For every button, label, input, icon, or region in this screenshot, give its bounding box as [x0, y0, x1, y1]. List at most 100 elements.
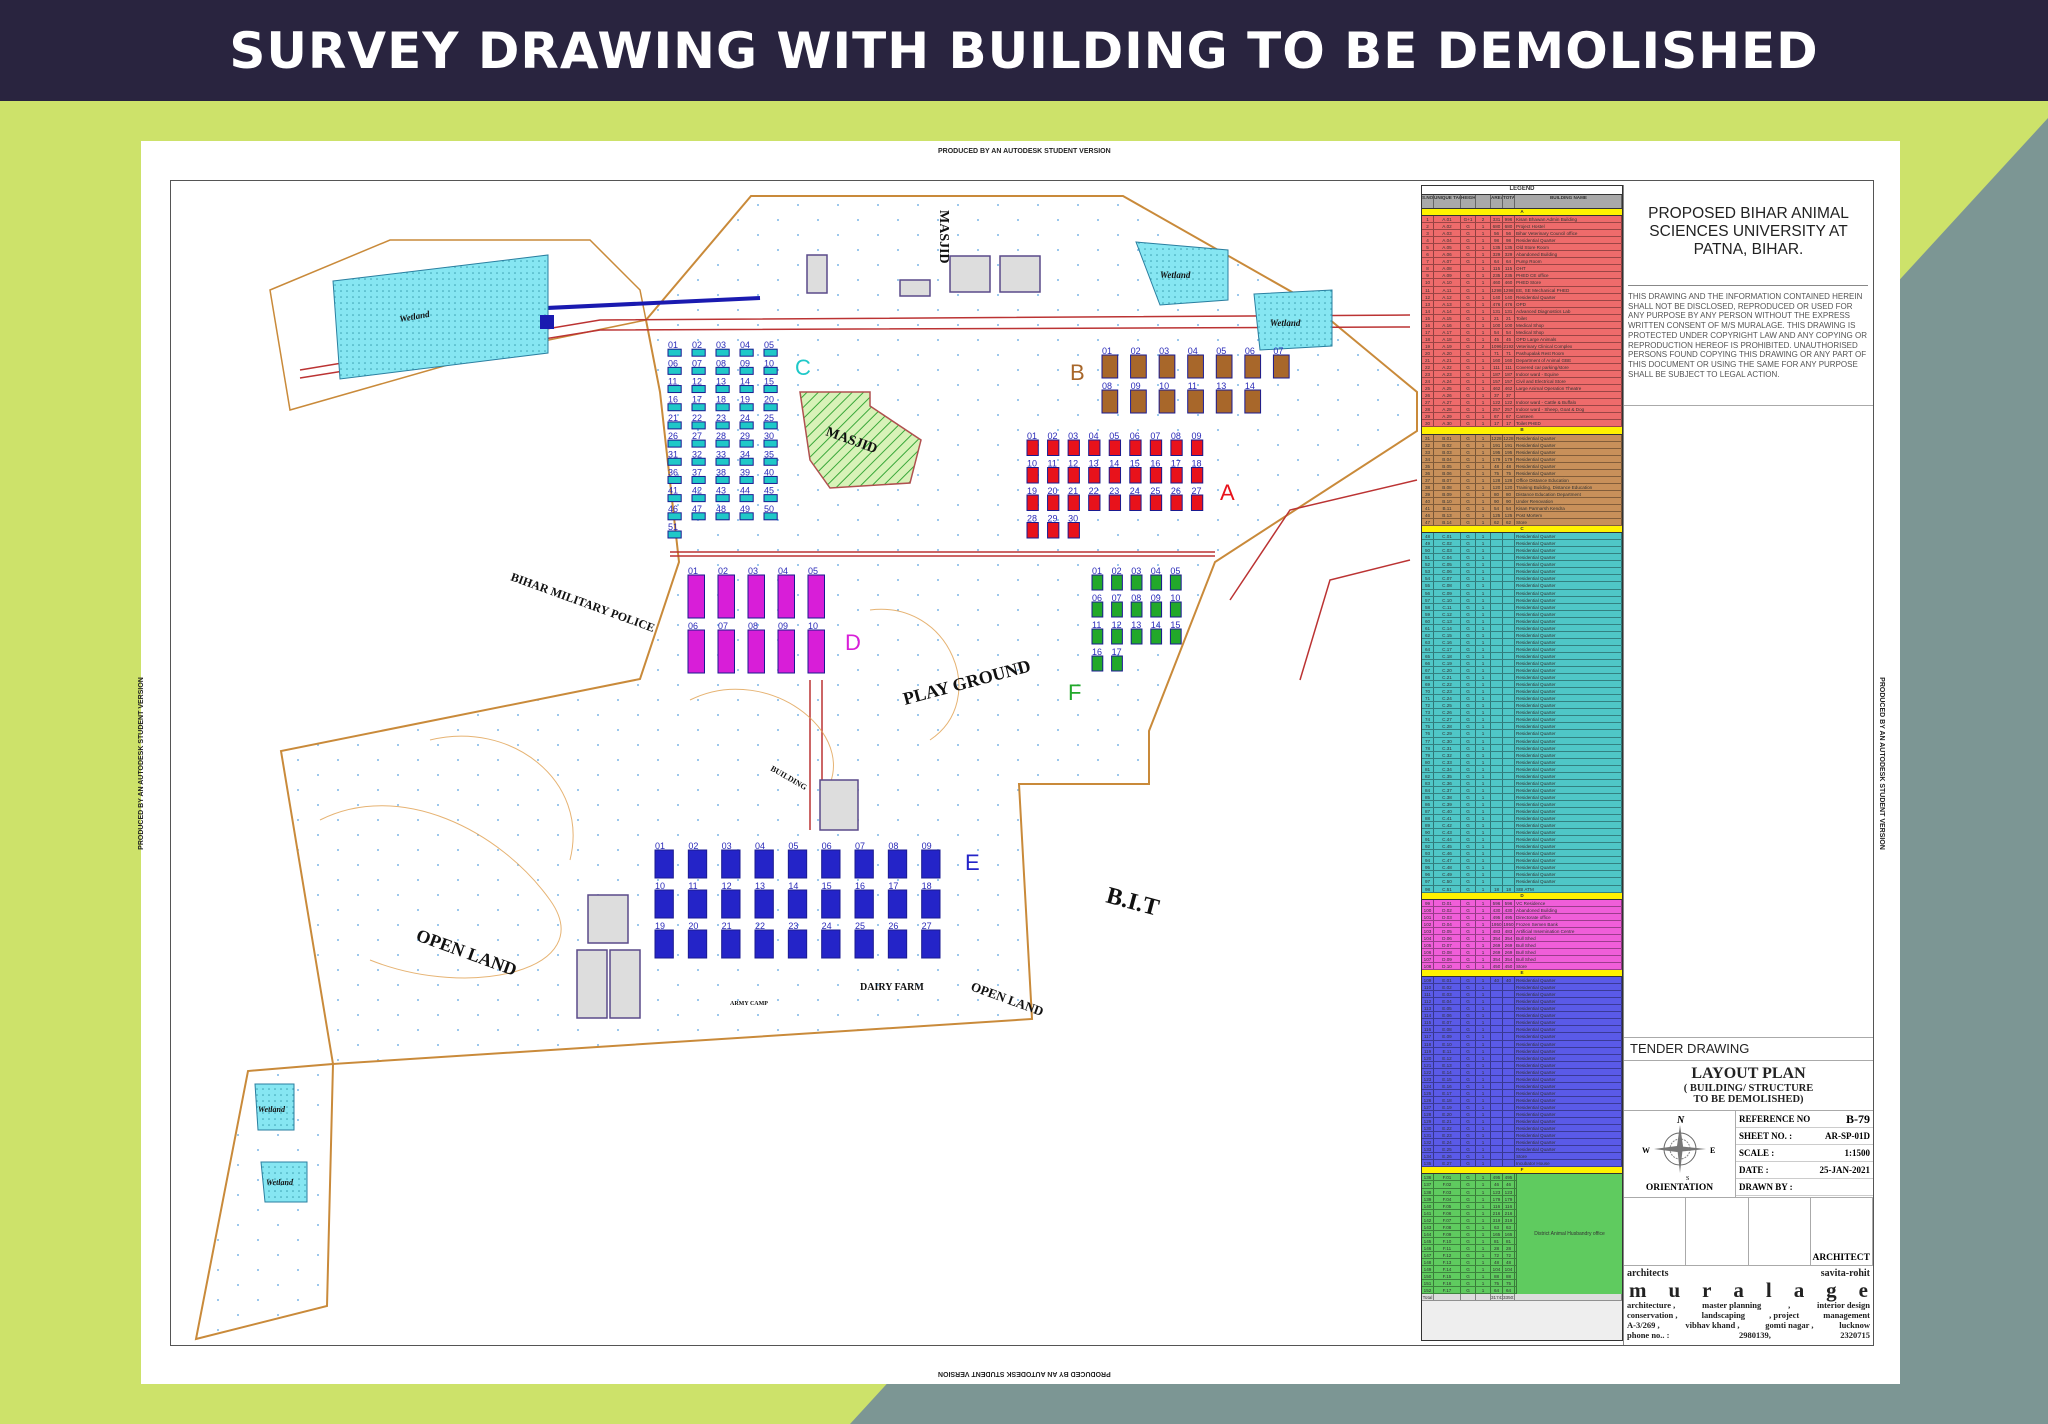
legend-cell: G [1461, 1230, 1476, 1237]
legend-row: 49 C.02 G 1 Residential Quarter [1422, 540, 1622, 548]
legend-cell: D.06 [1434, 934, 1461, 941]
legend-cell: 140 [1503, 293, 1515, 300]
legend-cell [1503, 561, 1515, 568]
legend-cell: C.30 [1434, 737, 1461, 744]
legend-section-header: A [1422, 209, 1622, 217]
legend-cell: 67 [1422, 667, 1434, 674]
legend-cell: Residential Quarter [1515, 617, 1622, 624]
building-number: 02 [688, 841, 698, 851]
legend-cell: 126 [1422, 1096, 1434, 1103]
building-to-demolish [667, 403, 682, 412]
legend-cell: C.11 [1434, 603, 1461, 610]
building-to-demolish [1149, 439, 1163, 456]
legend-cell: Residential Quarter [1515, 561, 1622, 568]
building-number: 09 [778, 621, 788, 631]
legend-cell: G [1461, 850, 1476, 857]
legend-cell: G [1461, 342, 1476, 349]
building-to-demolish [1101, 354, 1119, 379]
legend-row: 115 E.07 G 1 Residential Quarter [1422, 1019, 1622, 1027]
legend-row: 133 E.25 G 1 Residential Quarter [1422, 1146, 1622, 1154]
legend-cell: 1 [1476, 1019, 1491, 1026]
legend-cell: 113 [1422, 1005, 1434, 1012]
building-to-demolish [1111, 655, 1123, 672]
legend-row: 71 C.24 G 1 Residential Quarter [1422, 695, 1622, 703]
legend-row: 104 D.06 G 1 354 354 Bull Shed [1422, 934, 1622, 942]
firm-text: 2980139, [1738, 1330, 1771, 1340]
building-number: 13 [1089, 459, 1099, 469]
legend-cell: Residential Quarter [1515, 681, 1622, 688]
legend-cell: Post Mortem [1515, 512, 1622, 519]
legend-cell [1503, 568, 1515, 575]
building-number: 08 [748, 621, 758, 631]
legend-cell: 54 [1422, 575, 1434, 582]
legend-cell: 495 [1503, 1174, 1515, 1181]
legend-row: 126 E.18 G 1 Residential Quarter [1422, 1096, 1622, 1104]
legend-cell [1491, 815, 1503, 822]
building-to-demolish [1190, 439, 1204, 456]
legend-cell: G [1461, 335, 1476, 342]
building-to-demolish [787, 889, 808, 919]
legend-cell: VC Residence [1515, 899, 1622, 906]
legend-cell [1503, 829, 1515, 836]
legend-cell [1491, 1026, 1503, 1033]
legend-cell [1491, 638, 1503, 645]
legend-cell: D.08 [1434, 948, 1461, 955]
legend-cell: Residential Quarter [1515, 800, 1622, 807]
legend-row: 16 A.16 G 1 100 100 Medical Shop [1422, 321, 1622, 329]
legend-cell: 1 [1476, 293, 1491, 300]
legend-cell: G [1461, 286, 1476, 293]
legend-cell: G [1461, 765, 1476, 772]
legend-cell: 57 [1422, 596, 1434, 603]
building-to-demolish [715, 439, 730, 448]
legend-cell: C.07 [1434, 575, 1461, 582]
legend-cell: 52 [1422, 561, 1434, 568]
legend-cell: C.25 [1434, 702, 1461, 709]
legend-cell: Residential Quarter [1515, 871, 1622, 878]
legend-cell: 128 [1491, 476, 1503, 483]
building-number: 04 [1089, 431, 1099, 441]
building-to-demolish [763, 421, 778, 430]
legend-cell: 19 [1422, 342, 1434, 349]
legend-cell: Residential Quarter [1515, 702, 1622, 709]
legend-cell: 114 [1422, 1012, 1434, 1019]
legend-row: 35 B.05 G 1 48 48 Residential Quarter [1422, 462, 1622, 470]
legend-cell: 56 [1503, 230, 1515, 237]
legend-row: 17 A.17 G 1 54 54 Medical Shop [1422, 328, 1622, 336]
legend-cell: 2192 [1503, 342, 1515, 349]
legend-cell: C.21 [1434, 674, 1461, 681]
legend-cell: E.08 [1434, 1026, 1461, 1033]
legend-cell: C.14 [1434, 624, 1461, 631]
building-to-demolish [1244, 389, 1262, 414]
legend-cell: C.49 [1434, 871, 1461, 878]
legend-cell [1491, 1153, 1503, 1160]
building-to-demolish [787, 929, 808, 959]
legend-cell: 54 [1491, 504, 1503, 512]
legend-cell: 71 [1491, 349, 1503, 356]
building-to-demolish [691, 403, 706, 412]
legend-cell: G [1461, 1019, 1476, 1026]
legend-cell: A.03 [1434, 230, 1461, 237]
field-label: DRAWN BY : [1739, 1182, 1793, 1192]
legend-cell: 1 [1476, 512, 1491, 519]
copyright-disclaimer: THIS DRAWING AND THE INFORMATION CONTAIN… [1628, 285, 1868, 379]
legend-cell: A.22 [1434, 364, 1461, 371]
legend-row: 121 E.13 G 1 Residential Quarter [1422, 1061, 1622, 1069]
building-number: 29 [740, 431, 750, 441]
legend-cell: 269 [1503, 948, 1515, 955]
legend-cell: G [1461, 1139, 1476, 1146]
legend-cell: G [1461, 645, 1476, 652]
building-number: 26 [888, 921, 898, 931]
legend-cell: G [1461, 1068, 1476, 1075]
building-number: 21 [668, 413, 678, 423]
legend-cell [1503, 793, 1515, 800]
wetland-area [1135, 241, 1229, 306]
legend-cell [1491, 758, 1503, 765]
building-to-demolish [691, 457, 706, 466]
legend-cell: 15 [1422, 314, 1434, 321]
legend-cell: 1 [1476, 603, 1491, 610]
masjid-label-vertical: MASJID [936, 210, 951, 264]
field-reference: REFERENCE NO B-79 [1736, 1111, 1873, 1128]
legend-cell: 123 [1422, 1075, 1434, 1082]
building-number: 23 [1109, 486, 1119, 496]
